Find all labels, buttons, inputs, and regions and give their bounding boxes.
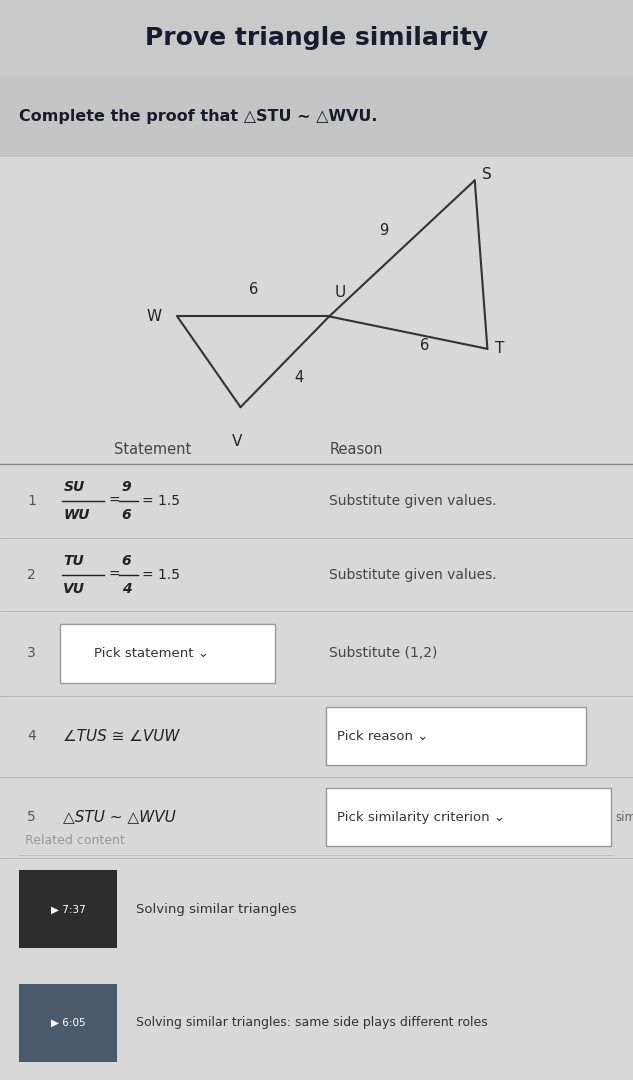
FancyBboxPatch shape xyxy=(19,870,117,948)
Text: 3: 3 xyxy=(27,647,36,660)
Text: W: W xyxy=(146,309,161,324)
Text: TU: TU xyxy=(63,554,84,567)
Text: Pick similarity criterion ⌄: Pick similarity criterion ⌄ xyxy=(337,810,505,824)
Text: Substitute given values.: Substitute given values. xyxy=(329,568,497,581)
Text: 1: 1 xyxy=(27,495,36,508)
Text: Complete the proof that △STU ∼ △WVU.: Complete the proof that △STU ∼ △WVU. xyxy=(19,109,377,124)
Text: Statement: Statement xyxy=(114,442,191,457)
Text: Substitute given values.: Substitute given values. xyxy=(329,495,497,508)
Text: 6: 6 xyxy=(420,338,429,353)
Text: V: V xyxy=(232,434,242,449)
Text: WU: WU xyxy=(63,509,90,522)
Text: SU: SU xyxy=(63,481,85,494)
Text: Solving similar triangles: Solving similar triangles xyxy=(136,903,297,916)
Text: 2: 2 xyxy=(27,568,36,581)
Text: 6: 6 xyxy=(122,554,131,567)
FancyBboxPatch shape xyxy=(326,788,611,847)
Text: U: U xyxy=(334,285,346,300)
Text: T: T xyxy=(495,341,505,356)
FancyBboxPatch shape xyxy=(326,707,586,765)
Text: ▶ 6:05: ▶ 6:05 xyxy=(51,1017,85,1028)
Text: Pick statement ⌄: Pick statement ⌄ xyxy=(94,647,208,660)
Text: 6: 6 xyxy=(122,509,131,522)
Text: Substitute (1,2): Substitute (1,2) xyxy=(329,647,437,660)
Text: S: S xyxy=(482,167,492,183)
Text: =: = xyxy=(109,568,120,581)
Text: Related content: Related content xyxy=(25,834,125,847)
Text: 5: 5 xyxy=(27,810,36,824)
Text: 6: 6 xyxy=(249,282,258,297)
Text: △STU ∼ △WVU: △STU ∼ △WVU xyxy=(63,810,176,824)
Text: = 1.5: = 1.5 xyxy=(142,568,180,581)
Text: 9: 9 xyxy=(122,481,131,494)
Text: 4: 4 xyxy=(294,370,304,386)
Text: ∠TUS ≅ ∠VUW: ∠TUS ≅ ∠VUW xyxy=(63,729,180,743)
Text: 9: 9 xyxy=(380,222,389,238)
FancyBboxPatch shape xyxy=(19,984,117,1062)
Text: Pick reason ⌄: Pick reason ⌄ xyxy=(337,729,428,743)
Text: ▶ 7:37: ▶ 7:37 xyxy=(51,904,85,915)
FancyBboxPatch shape xyxy=(60,624,275,683)
Text: Prove triangle similarity: Prove triangle similarity xyxy=(145,26,488,50)
Text: 4: 4 xyxy=(27,729,36,743)
Text: Reason: Reason xyxy=(329,442,383,457)
Text: =: = xyxy=(109,495,120,508)
Text: = 1.5: = 1.5 xyxy=(142,495,180,508)
Text: similarity: similarity xyxy=(615,810,633,824)
Text: VU: VU xyxy=(63,582,85,595)
Text: 4: 4 xyxy=(122,582,131,595)
FancyBboxPatch shape xyxy=(0,0,633,78)
FancyBboxPatch shape xyxy=(0,78,633,157)
Text: Solving similar triangles: same side plays different roles: Solving similar triangles: same side pla… xyxy=(136,1016,488,1029)
